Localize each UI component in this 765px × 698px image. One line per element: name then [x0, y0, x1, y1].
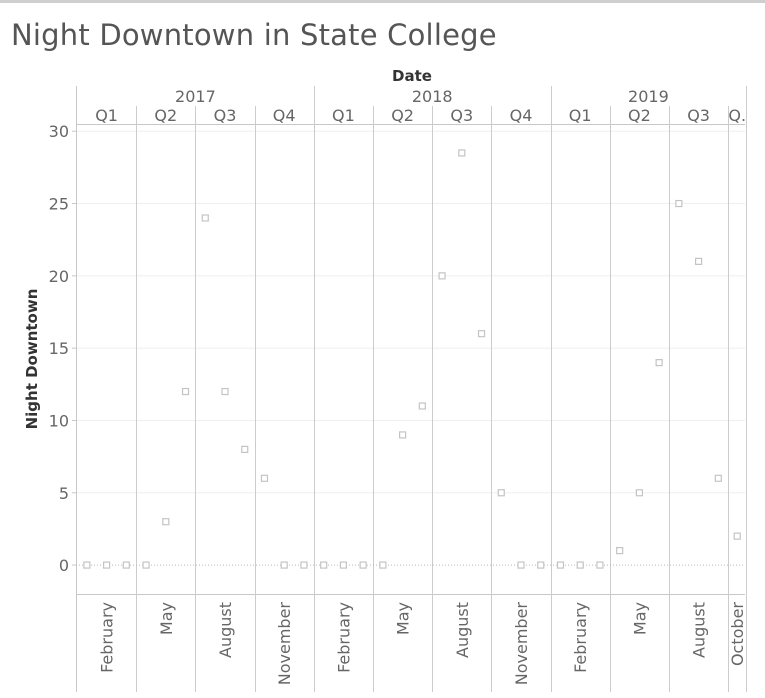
month-label: February — [571, 602, 590, 673]
month-label: August — [453, 602, 472, 658]
data-point — [359, 561, 367, 569]
quarter-label: Q2 — [154, 106, 177, 125]
y-tick-label: 5 — [59, 484, 69, 503]
data-point — [714, 474, 722, 482]
data-point — [241, 445, 249, 453]
y-axis-title: Night Downtown — [23, 289, 41, 430]
data-point — [280, 561, 288, 569]
data-point — [83, 561, 91, 569]
data-point — [517, 561, 525, 569]
year-label: 2017 — [175, 87, 216, 106]
data-point — [162, 518, 170, 526]
month-label: February — [98, 602, 117, 673]
y-tick-label: 30 — [49, 122, 69, 141]
data-point — [102, 561, 111, 569]
quarter-label: Q3 — [687, 106, 710, 125]
data-point — [635, 489, 644, 497]
data-point — [438, 272, 446, 280]
y-tick-label: 15 — [49, 339, 69, 358]
month-label: May — [630, 602, 649, 635]
quarter-label: Q2 — [628, 106, 651, 125]
data-point — [300, 561, 308, 569]
quarter-label: Q1 — [332, 106, 355, 125]
month-label: August — [690, 602, 709, 658]
top-divider — [0, 0, 765, 3]
year-label: 2019 — [628, 87, 669, 106]
data-point — [458, 149, 466, 157]
month-label: August — [216, 602, 235, 658]
data-point — [537, 561, 545, 569]
quarter-label: Q1 — [95, 106, 118, 125]
y-tick-label: 20 — [49, 267, 69, 286]
data-point — [201, 214, 209, 222]
data-point — [477, 330, 486, 338]
year-label: 2018 — [412, 87, 453, 106]
data-point — [399, 431, 407, 439]
data-point — [616, 547, 624, 555]
data-point — [596, 561, 604, 569]
data-point — [339, 561, 347, 569]
data-point — [122, 561, 130, 569]
data-point — [675, 199, 683, 208]
quarter-label: Q1 — [569, 106, 592, 125]
month-label: November — [275, 602, 294, 686]
y-tick-label: 10 — [49, 411, 69, 430]
data-point — [733, 532, 741, 540]
y-tick-label: 25 — [49, 195, 69, 214]
month-label: May — [157, 602, 176, 635]
data-point — [497, 489, 505, 497]
month-label: November — [512, 602, 531, 686]
quarter-label: Q2 — [391, 106, 414, 125]
quarter-label: Q3 — [450, 106, 473, 125]
data-point — [576, 561, 584, 569]
month-label: October — [728, 602, 747, 666]
data-point — [221, 387, 229, 396]
x-axis-title: Date — [392, 67, 432, 85]
month-label: February — [334, 602, 353, 673]
data-point — [260, 474, 269, 482]
y-tick-label: 0 — [59, 556, 69, 575]
data-point — [142, 561, 150, 569]
data-point — [655, 359, 663, 367]
chart-title: Night Downtown in State College — [11, 18, 497, 52]
quarter-label: Q4 — [510, 106, 533, 125]
quarter-label: Q4 — [273, 106, 296, 125]
data-point — [418, 402, 426, 410]
quarter-label: Q3 — [214, 106, 237, 125]
data-point — [556, 561, 565, 569]
data-point — [181, 387, 190, 396]
data-point — [320, 561, 328, 569]
data-point — [379, 561, 387, 569]
quarter-label: Q. — [728, 106, 746, 125]
data-point — [694, 257, 703, 265]
month-label: May — [394, 602, 413, 635]
